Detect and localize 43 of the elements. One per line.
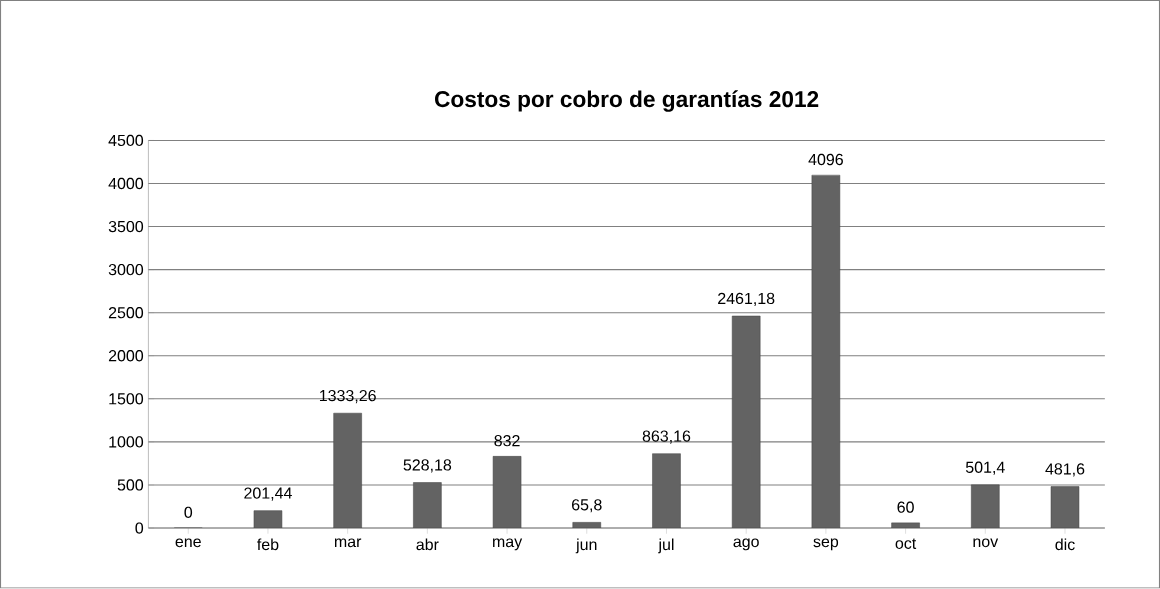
bar: [1050, 486, 1080, 529]
y-tick-label: 500: [117, 479, 144, 491]
y-tick-label: 0: [135, 522, 144, 534]
data-label: 0: [184, 506, 193, 519]
chart-title: Costos por cobro de garantías 2012: [435, 90, 819, 112]
data-label: 4096: [808, 154, 843, 166]
data-label: 481,6: [1045, 463, 1085, 477]
y-tick-label: 4500: [108, 134, 144, 147]
x-tick-label: feb: [257, 538, 279, 551]
data-label: 832: [494, 435, 520, 447]
bar: [971, 484, 1000, 529]
bar: [333, 413, 362, 529]
x-tick-label: jul: [658, 538, 674, 554]
x-tick-label: jun: [575, 538, 597, 554]
bar: [731, 316, 761, 529]
x-tick-label: abr: [416, 538, 439, 551]
x-tick-label: may: [493, 538, 523, 551]
x-tick-label: sep: [813, 538, 839, 551]
bar: [413, 482, 442, 529]
y-tick-label: 1500: [109, 393, 144, 405]
bar: [492, 456, 522, 529]
data-label: 2461,18: [718, 293, 775, 307]
y-tick-label: 2000: [108, 350, 144, 362]
y-tick-label: 1000: [109, 436, 144, 448]
x-tick-label: ene: [175, 538, 201, 548]
y-tick-label: 2500: [108, 307, 144, 319]
data-label: 60: [897, 501, 914, 514]
y-tick-label: 3000: [108, 264, 144, 276]
data-label: 201,44: [244, 487, 292, 501]
bar: [652, 453, 681, 529]
bar: [811, 175, 841, 529]
x-tick-label: dic: [1055, 538, 1075, 551]
x-tick-label: ago: [733, 538, 759, 551]
x-tick-label: mar: [334, 538, 362, 548]
data-label: 65,8: [572, 499, 602, 513]
x-tick-label: oct: [895, 538, 917, 550]
y-tick-label: 3500: [108, 221, 144, 233]
data-label: 1333,26: [319, 390, 376, 404]
y-tick-label: 4000: [108, 178, 144, 190]
data-label: 501,4: [965, 461, 1005, 476]
data-label: 863,16: [642, 430, 691, 444]
x-tick-label: nov: [973, 538, 999, 548]
data-label: 528,18: [403, 459, 452, 473]
